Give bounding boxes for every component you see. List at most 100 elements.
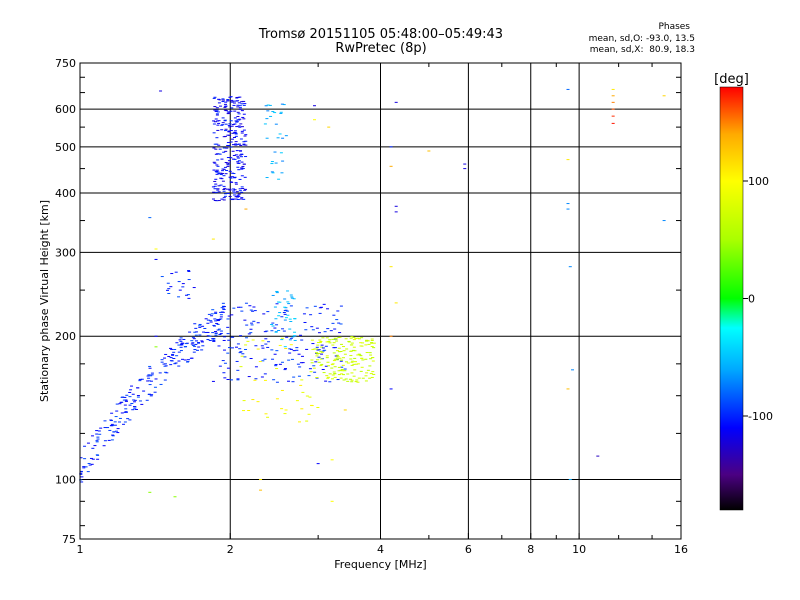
data-point [150, 394, 154, 396]
data-point [226, 318, 230, 320]
data-point [345, 348, 349, 350]
data-point [217, 328, 221, 330]
data-point [264, 413, 268, 415]
data-point [311, 348, 315, 350]
data-point [198, 326, 202, 328]
data-point [288, 348, 292, 350]
data-point [332, 314, 336, 316]
data-point [217, 153, 221, 155]
data-point [278, 363, 282, 365]
data-point [171, 354, 175, 356]
data-point [122, 399, 126, 401]
data-point [96, 438, 100, 440]
data-point [359, 370, 363, 372]
data-point [237, 113, 241, 115]
data-point [115, 410, 119, 412]
data-point [240, 355, 244, 357]
data-point [278, 301, 282, 303]
data-point [215, 164, 219, 166]
data-point [319, 358, 323, 360]
data-point [324, 345, 328, 347]
data-point [124, 411, 128, 413]
data-point [313, 348, 317, 350]
data-point [239, 306, 243, 308]
data-point [140, 403, 144, 405]
data-point [212, 325, 216, 327]
data-point [219, 172, 223, 174]
data-point [181, 358, 185, 360]
data-point [315, 352, 319, 354]
data-point [187, 270, 191, 272]
data-point [235, 191, 239, 193]
data-point [232, 173, 236, 175]
data-point [335, 319, 339, 321]
data-point [339, 305, 343, 307]
data-point [212, 191, 216, 193]
data-point [342, 379, 346, 381]
data-point [214, 320, 218, 322]
data-point [336, 310, 340, 312]
data-point [254, 345, 258, 347]
data-point [279, 152, 283, 154]
data-point [226, 164, 230, 166]
data-point [270, 163, 274, 165]
data-point [110, 412, 114, 414]
data-point [98, 433, 102, 435]
y-tick-label: 75 [62, 533, 76, 546]
data-point [228, 195, 232, 197]
data-point [214, 331, 218, 333]
data-point [226, 165, 230, 167]
data-point [242, 400, 246, 402]
data-point [99, 427, 103, 429]
data-point [229, 146, 233, 148]
data-point [268, 104, 272, 106]
phase-o-stats: mean, sd,O: -93.0, 13.5 [588, 34, 695, 44]
data-point [213, 96, 217, 98]
data-point [231, 132, 235, 134]
data-point [229, 110, 233, 112]
data-point [232, 104, 236, 106]
data-point [310, 362, 314, 364]
data-point [350, 361, 354, 363]
data-point [566, 88, 570, 90]
data-point [319, 365, 323, 367]
data-point [221, 101, 225, 103]
data-point [354, 338, 358, 340]
y-tick-label: 100 [55, 474, 76, 487]
data-point [242, 410, 246, 412]
data-point [280, 316, 284, 318]
data-point [147, 393, 151, 395]
data-point [221, 122, 225, 124]
data-point [235, 360, 239, 362]
data-point [226, 333, 230, 335]
data-point [266, 416, 270, 418]
data-point [261, 347, 265, 349]
data-point [133, 408, 137, 410]
data-point [223, 166, 227, 168]
data-point [326, 308, 330, 310]
data-point [571, 369, 575, 371]
data-point [222, 339, 226, 341]
data-point [333, 358, 337, 360]
data-point [226, 192, 230, 194]
data-point [185, 361, 189, 363]
data-point [116, 428, 120, 430]
colorbar-label: [deg] [714, 72, 749, 87]
data-point [224, 162, 228, 164]
data-point [211, 198, 215, 200]
data-point [339, 377, 343, 379]
data-point [236, 378, 240, 380]
data-point [147, 380, 151, 382]
data-point [198, 325, 202, 327]
data-point [178, 289, 182, 291]
data-point [244, 208, 248, 210]
data-point [244, 188, 248, 190]
data-point [331, 374, 335, 376]
data-point [120, 412, 124, 414]
data-point [203, 327, 207, 329]
data-point [131, 409, 135, 411]
data-point [138, 378, 142, 380]
data-point [313, 305, 317, 307]
data-point [198, 334, 202, 336]
